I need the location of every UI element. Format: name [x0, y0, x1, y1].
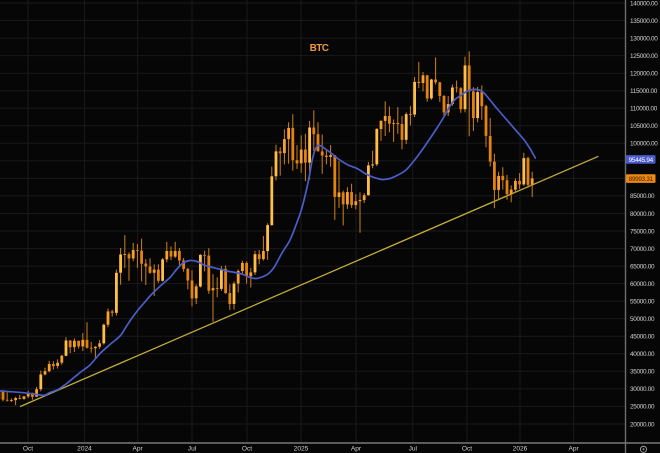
svg-text:85000.00: 85000.00	[630, 193, 655, 200]
svg-text:65000.00: 65000.00	[630, 263, 655, 270]
svg-text:45000.00: 45000.00	[630, 334, 655, 341]
svg-text:50000.00: 50000.00	[630, 316, 655, 323]
svg-text:Apr: Apr	[132, 446, 143, 453]
svg-text:80000.00: 80000.00	[630, 211, 655, 218]
svg-text:89993.31: 89993.31	[629, 176, 654, 183]
svg-text:35000.00: 35000.00	[630, 369, 655, 376]
svg-text:100000.00: 100000.00	[630, 141, 658, 148]
svg-text:120000.00: 120000.00	[630, 71, 658, 78]
svg-text:40000.00: 40000.00	[630, 351, 655, 358]
svg-text:60000.00: 60000.00	[630, 281, 655, 288]
svg-text:130000.00: 130000.00	[630, 35, 658, 42]
svg-text:BTC: BTC	[310, 43, 329, 54]
svg-text:Oct: Oct	[462, 446, 472, 453]
svg-text:Jul: Jul	[409, 446, 418, 453]
svg-text:Apr: Apr	[568, 446, 579, 453]
svg-text:Apr: Apr	[351, 446, 362, 453]
svg-text:25000.00: 25000.00	[630, 404, 655, 411]
svg-text:70000.00: 70000.00	[630, 246, 655, 253]
svg-text:135000.00: 135000.00	[630, 18, 658, 25]
svg-text:30000.00: 30000.00	[630, 386, 655, 393]
svg-text:20000.00: 20000.00	[630, 421, 655, 428]
svg-text:Oct: Oct	[242, 446, 252, 453]
svg-text:55000.00: 55000.00	[630, 299, 655, 306]
svg-text:95445.94: 95445.94	[629, 157, 654, 164]
svg-text:2025: 2025	[294, 446, 309, 453]
svg-text:75000.00: 75000.00	[630, 228, 655, 235]
svg-text:110000.00: 110000.00	[630, 106, 658, 113]
svg-text:2024: 2024	[77, 446, 92, 453]
svg-text:105000.00: 105000.00	[630, 123, 658, 130]
svg-text:115000.00: 115000.00	[630, 88, 658, 95]
svg-text:Oct: Oct	[23, 446, 33, 453]
svg-text:125000.00: 125000.00	[630, 53, 658, 60]
svg-text:2026: 2026	[513, 446, 528, 453]
svg-text:140000.00: 140000.00	[630, 0, 658, 7]
svg-text:Jul: Jul	[188, 446, 197, 453]
